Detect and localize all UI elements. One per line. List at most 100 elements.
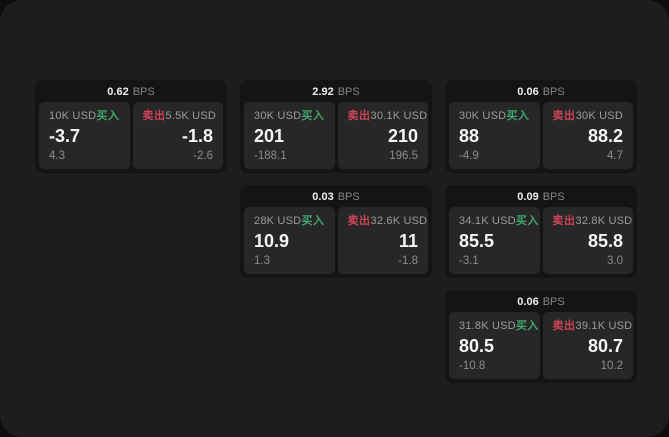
sell-side-label: 卖出 (347, 110, 371, 122)
buy-panel[interactable]: 30K USD 买入 88 -4.9 (449, 102, 540, 169)
side-panels: 31.8K USD 买入 80.5 -10.8 卖出 39.1K USD 80.… (449, 312, 633, 379)
buy-panel[interactable]: 28K USD 买入 10.9 1.3 (244, 207, 335, 274)
bps-unit-label: BPS (132, 86, 155, 98)
buy-panel[interactable]: 31.8K USD 买入 80.5 -10.8 (449, 312, 540, 379)
bps-header: 0.03 BPS (244, 188, 428, 207)
sell-price: 210 (387, 125, 418, 146)
quote-card: 0.06 BPS 30K USD 买入 88 -4.9 卖出 30K USD 8… (445, 80, 637, 173)
sell-top-row: 卖出 32.8K USD (553, 215, 633, 227)
bps-value: 0.09 (517, 191, 539, 203)
bps-header: 0.06 BPS (449, 293, 633, 312)
sell-panel[interactable]: 卖出 5.5K USD -1.8 -2.6 (132, 102, 223, 169)
sell-size-label: 30K USD (575, 110, 623, 122)
quote-card: 0.03 BPS 28K USD 买入 10.9 1.3 卖出 32.6K US… (240, 185, 432, 278)
buy-size-label: 34.1K USD (459, 215, 516, 227)
buy-sub-value: -4.9 (459, 150, 479, 162)
buy-size-label: 30K USD (459, 110, 507, 122)
bps-header: 0.09 BPS (449, 188, 633, 207)
buy-sub-value: -3.1 (459, 255, 479, 267)
buy-price: -3.7 (49, 125, 81, 146)
side-panels: 30K USD 买入 88 -4.9 卖出 30K USD 88.2 4.7 (449, 102, 633, 169)
sell-panel[interactable]: 卖出 32.6K USD 11 -1.8 (337, 207, 428, 274)
bps-unit-label: BPS (337, 191, 360, 203)
bps-header: 0.62 BPS (39, 83, 223, 102)
buy-price: 10.9 (254, 230, 290, 251)
sell-size-label: 30.1K USD (370, 110, 428, 122)
buy-sub-value: 4.3 (49, 150, 65, 162)
side-panels: 10K USD 买入 -3.7 4.3 卖出 5.5K USD -1.8 -2.… (39, 102, 223, 169)
sell-sub-value: 4.7 (607, 150, 623, 162)
sell-price: 11 (398, 230, 418, 251)
quote-card: 0.09 BPS 34.1K USD 买入 85.5 -3.1 卖出 32.8K… (445, 185, 637, 278)
buy-side-label: 买入 (96, 110, 120, 122)
bps-header: 0.06 BPS (449, 83, 633, 102)
sell-price: 85.8 (587, 230, 623, 251)
buy-panel[interactable]: 30K USD 买入 201 -188.1 (244, 102, 335, 169)
sell-sub-value: -2.6 (193, 150, 213, 162)
buy-top-row: 30K USD 买入 (254, 110, 325, 122)
sell-sub-value: 3.0 (607, 255, 623, 267)
sell-top-row: 卖出 5.5K USD (142, 110, 217, 122)
buy-size-label: 28K USD (254, 215, 302, 227)
buy-top-row: 10K USD 买入 (49, 110, 120, 122)
buy-size-label: 10K USD (49, 110, 97, 122)
buy-side-label: 买入 (515, 215, 539, 227)
buy-panel[interactable]: 10K USD 买入 -3.7 4.3 (39, 102, 130, 169)
buy-top-row: 34.1K USD 买入 (459, 215, 538, 227)
buy-side-label: 买入 (506, 110, 530, 122)
sell-side-label: 卖出 (347, 215, 371, 227)
sell-top-row: 卖出 32.6K USD (347, 215, 428, 227)
buy-size-label: 31.8K USD (459, 320, 516, 332)
side-panels: 34.1K USD 买入 85.5 -3.1 卖出 32.8K USD 85.8… (449, 207, 633, 274)
quote-card: 0.62 BPS 10K USD 买入 -3.7 4.3 卖出 5.5K USD… (35, 80, 227, 173)
sell-price: 88.2 (587, 125, 623, 146)
buy-panel[interactable]: 34.1K USD 买入 85.5 -3.1 (449, 207, 540, 274)
bps-value: 0.03 (312, 191, 334, 203)
bps-value: 2.92 (312, 86, 334, 98)
sell-side-label: 卖出 (142, 110, 166, 122)
side-panels: 30K USD 买入 201 -188.1 卖出 30.1K USD 210 1… (244, 102, 428, 169)
sell-size-label: 32.8K USD (575, 215, 633, 227)
sell-panel[interactable]: 卖出 30.1K USD 210 196.5 (337, 102, 428, 169)
buy-sub-value: -188.1 (254, 150, 287, 162)
buy-price: 85.5 (459, 230, 495, 251)
sell-side-label: 卖出 (552, 320, 576, 332)
buy-top-row: 31.8K USD 买入 (459, 320, 538, 332)
bps-value: 0.06 (517, 86, 539, 98)
sell-panel[interactable]: 卖出 30K USD 88.2 4.7 (542, 102, 633, 169)
bps-value: 0.06 (517, 296, 539, 308)
sell-size-label: 5.5K USD (165, 110, 217, 122)
quote-card: 0.06 BPS 31.8K USD 买入 80.5 -10.8 卖出 39.1… (445, 290, 637, 383)
sell-top-row: 卖出 30K USD (553, 110, 624, 122)
sell-price: -1.8 (181, 125, 213, 146)
sell-side-label: 卖出 (552, 110, 576, 122)
sell-price: 80.7 (587, 335, 623, 356)
bps-unit-label: BPS (542, 191, 565, 203)
bps-unit-label: BPS (337, 86, 360, 98)
buy-side-label: 买入 (515, 320, 539, 332)
buy-price: 88 (459, 125, 480, 146)
buy-price: 80.5 (459, 335, 495, 356)
sell-sub-value: 196.5 (389, 150, 418, 162)
sell-size-label: 39.1K USD (575, 320, 633, 332)
buy-side-label: 买入 (301, 215, 325, 227)
sell-panel[interactable]: 卖出 39.1K USD 80.7 10.2 (542, 312, 633, 379)
sell-sub-value: -1.8 (398, 255, 418, 267)
side-panels: 28K USD 买入 10.9 1.3 卖出 32.6K USD 11 -1.8 (244, 207, 428, 274)
buy-sub-value: -10.8 (459, 360, 486, 372)
sell-panel[interactable]: 卖出 32.8K USD 85.8 3.0 (542, 207, 633, 274)
bps-value: 0.62 (107, 86, 129, 98)
buy-size-label: 30K USD (254, 110, 302, 122)
quote-grid: 0.62 BPS 10K USD 买入 -3.7 4.3 卖出 5.5K USD… (35, 80, 637, 383)
bps-unit-label: BPS (542, 86, 565, 98)
buy-top-row: 30K USD 买入 (459, 110, 530, 122)
buy-price: 201 (254, 125, 285, 146)
sell-size-label: 32.6K USD (370, 215, 428, 227)
bps-header: 2.92 BPS (244, 83, 428, 102)
quote-card: 2.92 BPS 30K USD 买入 201 -188.1 卖出 30.1K … (240, 80, 432, 173)
sell-sub-value: 10.2 (600, 360, 623, 372)
buy-side-label: 买入 (301, 110, 325, 122)
buy-sub-value: 1.3 (254, 255, 270, 267)
sell-top-row: 卖出 30.1K USD (347, 110, 428, 122)
